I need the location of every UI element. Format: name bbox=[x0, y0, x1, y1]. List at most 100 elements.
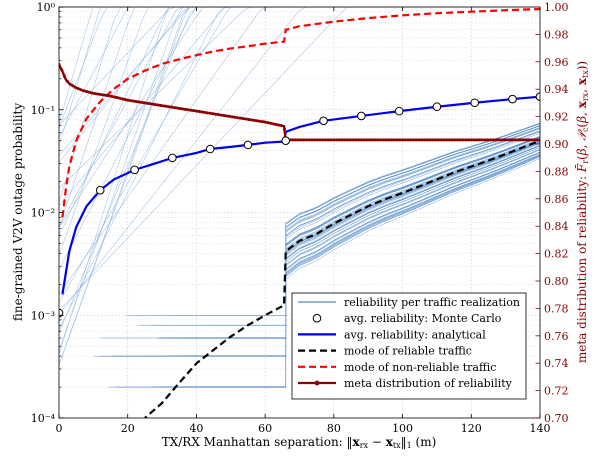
realization-line bbox=[285, 123, 540, 225]
meta-marker bbox=[533, 138, 537, 142]
meta-marker bbox=[486, 138, 490, 142]
meta-marker bbox=[101, 93, 105, 97]
meta-marker bbox=[384, 138, 388, 142]
realization-line bbox=[59, 7, 540, 156]
x-axis-label: TX/RX Manhattan separation: ‖xrx − xtx‖1… bbox=[162, 435, 437, 450]
legend-label: reliability per traffic realization bbox=[344, 296, 520, 309]
meta-marker bbox=[197, 110, 201, 114]
meta-marker bbox=[505, 138, 509, 142]
meta-marker bbox=[238, 116, 242, 120]
meta-marker bbox=[335, 138, 339, 142]
y-tick-label-right: 0.84 bbox=[544, 220, 569, 233]
monte-carlo-point bbox=[168, 153, 177, 163]
meta-marker bbox=[478, 138, 482, 142]
meta-marker bbox=[406, 138, 410, 142]
realization-line bbox=[180, 227, 287, 339]
meta-marker bbox=[233, 115, 237, 119]
realization-line bbox=[59, 7, 540, 228]
meta-marker bbox=[315, 138, 319, 142]
meta-marker bbox=[117, 96, 121, 100]
realization-line bbox=[285, 151, 540, 270]
meta-marker bbox=[469, 138, 473, 142]
realization-line bbox=[157, 247, 287, 339]
monte-carlo-point bbox=[130, 165, 139, 175]
meta-marker bbox=[456, 138, 460, 142]
meta-marker bbox=[205, 111, 209, 115]
meta-marker bbox=[123, 98, 127, 102]
meta-marker bbox=[269, 121, 273, 125]
realization-line bbox=[59, 7, 540, 147]
realization-line bbox=[285, 127, 540, 232]
meta-marker bbox=[475, 138, 479, 142]
meta-marker bbox=[293, 138, 297, 142]
y-axis-label-right: meta distribution of reliability: F̄r(β,… bbox=[574, 61, 590, 363]
meta-marker bbox=[340, 138, 344, 142]
meta-marker bbox=[93, 92, 97, 96]
realization-line bbox=[59, 7, 540, 270]
meta-marker bbox=[373, 138, 377, 142]
meta-marker bbox=[530, 138, 534, 142]
meta-marker bbox=[326, 138, 330, 142]
meta-marker bbox=[368, 138, 372, 142]
meta-marker bbox=[489, 138, 493, 142]
meta-marker bbox=[148, 102, 152, 106]
realization-line bbox=[285, 149, 540, 266]
legend: reliability per traffic realization avg. … bbox=[291, 292, 527, 400]
y-axis-label-left: fine-grained V2V outage probability bbox=[11, 103, 25, 321]
realization-line bbox=[184, 239, 287, 357]
y-tick-label-right: 0.78 bbox=[544, 302, 569, 315]
monte-carlo-point bbox=[508, 94, 517, 104]
meta-marker bbox=[153, 103, 157, 107]
y-tick-label-right: 0.94 bbox=[544, 83, 569, 96]
meta-marker bbox=[436, 138, 440, 142]
meta-marker bbox=[302, 138, 306, 142]
meta-marker bbox=[208, 111, 212, 115]
meta-marker bbox=[291, 138, 295, 142]
meta-marker bbox=[131, 99, 135, 103]
meta-marker bbox=[480, 138, 484, 142]
meta-marker bbox=[87, 90, 91, 94]
meta-marker bbox=[516, 138, 520, 142]
y-tick-label-right: 0.98 bbox=[544, 28, 569, 41]
realization-line bbox=[159, 230, 287, 339]
meta-marker bbox=[359, 138, 363, 142]
y-tick-label-left: 10⁻² bbox=[31, 207, 55, 220]
legend-swatch bbox=[312, 313, 322, 323]
meta-marker bbox=[68, 82, 72, 86]
meta-marker bbox=[398, 138, 402, 142]
monte-carlo-point bbox=[535, 92, 540, 101]
x-tick-label: 0 bbox=[56, 422, 63, 435]
meta-marker bbox=[337, 138, 341, 142]
meta-marker bbox=[362, 138, 366, 142]
meta-marker bbox=[139, 100, 143, 104]
realization-line bbox=[285, 148, 540, 265]
meta-marker bbox=[159, 103, 163, 107]
realization-line bbox=[194, 228, 287, 357]
y-tick-label-right: 0.82 bbox=[544, 248, 569, 261]
meta-marker bbox=[274, 122, 278, 126]
meta-marker bbox=[249, 118, 253, 122]
meta-marker bbox=[277, 123, 281, 127]
meta-marker bbox=[296, 138, 300, 142]
meta-marker bbox=[271, 122, 275, 126]
meta-marker bbox=[106, 94, 110, 98]
meta-marker bbox=[60, 68, 64, 72]
realization-line bbox=[166, 232, 287, 357]
realization-line bbox=[161, 230, 287, 388]
meta-marker bbox=[178, 106, 182, 110]
meta-marker bbox=[376, 138, 380, 142]
monte-carlo-point bbox=[394, 106, 404, 116]
meta-marker bbox=[467, 138, 471, 142]
meta-marker bbox=[313, 138, 317, 142]
x-tick-label: 80 bbox=[327, 422, 341, 435]
y-tick-label-right: 0.96 bbox=[544, 56, 569, 69]
realization-line bbox=[59, 7, 540, 236]
y-tick-label-right: 0.90 bbox=[544, 138, 569, 151]
realization-line bbox=[285, 139, 540, 250]
legend-label: mode of reliable traffic bbox=[344, 345, 472, 358]
x-tick-label: 20 bbox=[121, 422, 135, 435]
realization-line bbox=[285, 127, 540, 231]
meta-marker bbox=[216, 113, 220, 117]
meta-marker bbox=[200, 110, 204, 114]
